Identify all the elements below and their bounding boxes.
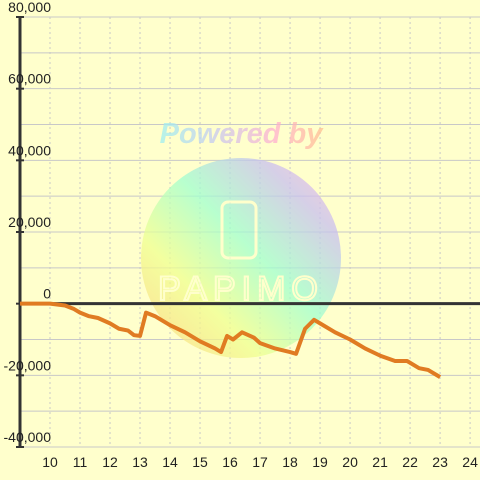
data-line (20, 301, 442, 379)
x-tick-label: 11 (73, 454, 88, 470)
watermark-text: Powered by (160, 118, 325, 150)
x-tick-label: 14 (162, 454, 178, 470)
x-tick-label: 12 (102, 454, 118, 470)
y-tick-label: 80,000 (8, 0, 51, 15)
x-tick-label: 21 (372, 454, 388, 470)
watermark-icon (220, 200, 258, 260)
x-tick-label: 15 (192, 454, 208, 470)
x-tick-label: 20 (342, 454, 358, 470)
x-tick-label: 24 (462, 454, 478, 470)
x-tick-label: 18 (282, 454, 298, 470)
x-tick-label: 10 (42, 454, 58, 470)
x-tick-label: 19 (312, 454, 328, 470)
y-tick-label: 40,000 (8, 142, 51, 158)
y-tick-label: -20,000 (4, 357, 52, 373)
plot: -40,000 -20,000 0 20,000 40,000 60,000 80,000 1… (4, 0, 480, 470)
watermark: Powered by PAPIMO (141, 118, 341, 358)
x-tick-label: 17 (252, 454, 268, 470)
x-tick-label: 22 (402, 454, 418, 470)
x-tick-label: 16 (222, 454, 238, 470)
y-tick-label: -40,000 (4, 429, 52, 445)
x-tick-label: 13 (132, 454, 148, 470)
y-tick-label: 60,000 (8, 71, 51, 87)
y-tick-label: 0 (43, 286, 51, 302)
x-tick-label: 23 (432, 454, 448, 470)
y-tick-label: 20,000 (8, 214, 51, 230)
